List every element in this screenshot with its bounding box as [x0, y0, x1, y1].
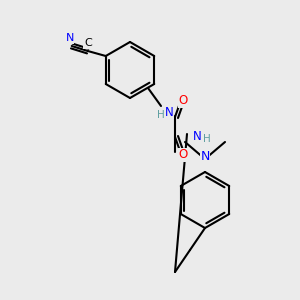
Text: N: N	[200, 149, 210, 163]
Text: H: H	[203, 134, 211, 144]
Text: O: O	[178, 94, 188, 107]
Text: H: H	[157, 110, 165, 120]
Text: O: O	[178, 148, 188, 161]
Text: C: C	[84, 38, 92, 48]
Text: N: N	[66, 33, 74, 43]
Text: N: N	[165, 106, 173, 118]
Text: N: N	[193, 130, 201, 142]
